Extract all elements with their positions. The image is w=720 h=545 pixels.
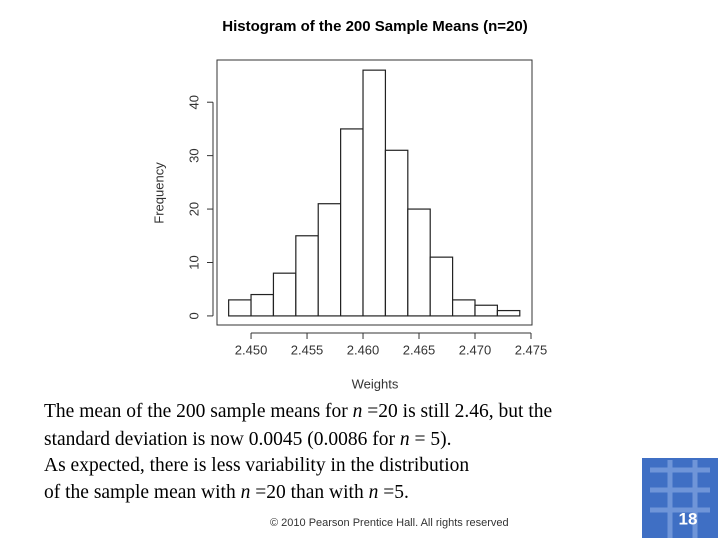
plot-frame xyxy=(216,59,533,326)
text-run: standard deviation is now 0.0045 (0.0086… xyxy=(44,429,400,450)
text-run: =20 is still 2.46, but the xyxy=(362,401,552,422)
bar xyxy=(250,293,275,317)
y-tick-label: 40 xyxy=(186,95,201,109)
page-badge: 18 xyxy=(642,458,718,538)
y-axis-label: Frequency xyxy=(151,162,166,224)
text-run: n xyxy=(369,482,379,503)
y-tick-label: 30 xyxy=(186,148,201,162)
bar xyxy=(295,235,319,317)
text-run: As expected, there is less variability i… xyxy=(44,455,469,476)
y-tick-label: 0 xyxy=(186,312,201,319)
text-run: n xyxy=(400,429,410,450)
paragraph-line: As expected, there is less variability i… xyxy=(44,455,469,476)
x-tick-label: 2.465 xyxy=(403,342,436,357)
text-run: of the sample mean with xyxy=(44,482,241,503)
bar xyxy=(429,256,454,317)
copyright: © 2010 Pearson Prentice Hall. All rights… xyxy=(270,517,509,529)
bar xyxy=(362,69,387,317)
text-run: n xyxy=(353,401,363,422)
paragraph-line: The mean of the 200 sample means for n =… xyxy=(44,401,552,422)
text-run: The mean of the 200 sample means for xyxy=(44,401,353,422)
y-tick-label: 20 xyxy=(186,202,201,216)
paragraph-line: standard deviation is now 0.0045 (0.0086… xyxy=(44,429,451,450)
bar xyxy=(407,208,431,317)
paragraph-line: of the sample mean with n =20 than with … xyxy=(44,482,409,503)
x-axis-label: Weights xyxy=(352,376,399,391)
bar xyxy=(272,272,297,317)
x-tick-label: 2.460 xyxy=(347,342,380,357)
bar xyxy=(340,128,364,317)
bar xyxy=(228,299,252,317)
text-run: =5. xyxy=(378,482,409,503)
bar xyxy=(384,149,409,317)
bar xyxy=(496,309,521,317)
text-run: =20 than with xyxy=(250,482,368,503)
page-number: 18 xyxy=(679,509,698,528)
chart-title: Histogram of the 200 Sample Means (n=20) xyxy=(222,18,528,35)
bar xyxy=(452,299,476,317)
x-tick-label: 2.455 xyxy=(291,342,324,357)
text-run: = 5). xyxy=(410,429,452,450)
bar xyxy=(317,203,342,317)
y-tick-label: 10 xyxy=(186,255,201,269)
x-tick-label: 2.470 xyxy=(459,342,492,357)
badge-pattern xyxy=(650,460,710,538)
bar xyxy=(474,304,498,317)
x-tick-label: 2.450 xyxy=(235,342,268,357)
x-tick-label: 2.475 xyxy=(515,342,548,357)
text-run: n xyxy=(241,482,251,503)
